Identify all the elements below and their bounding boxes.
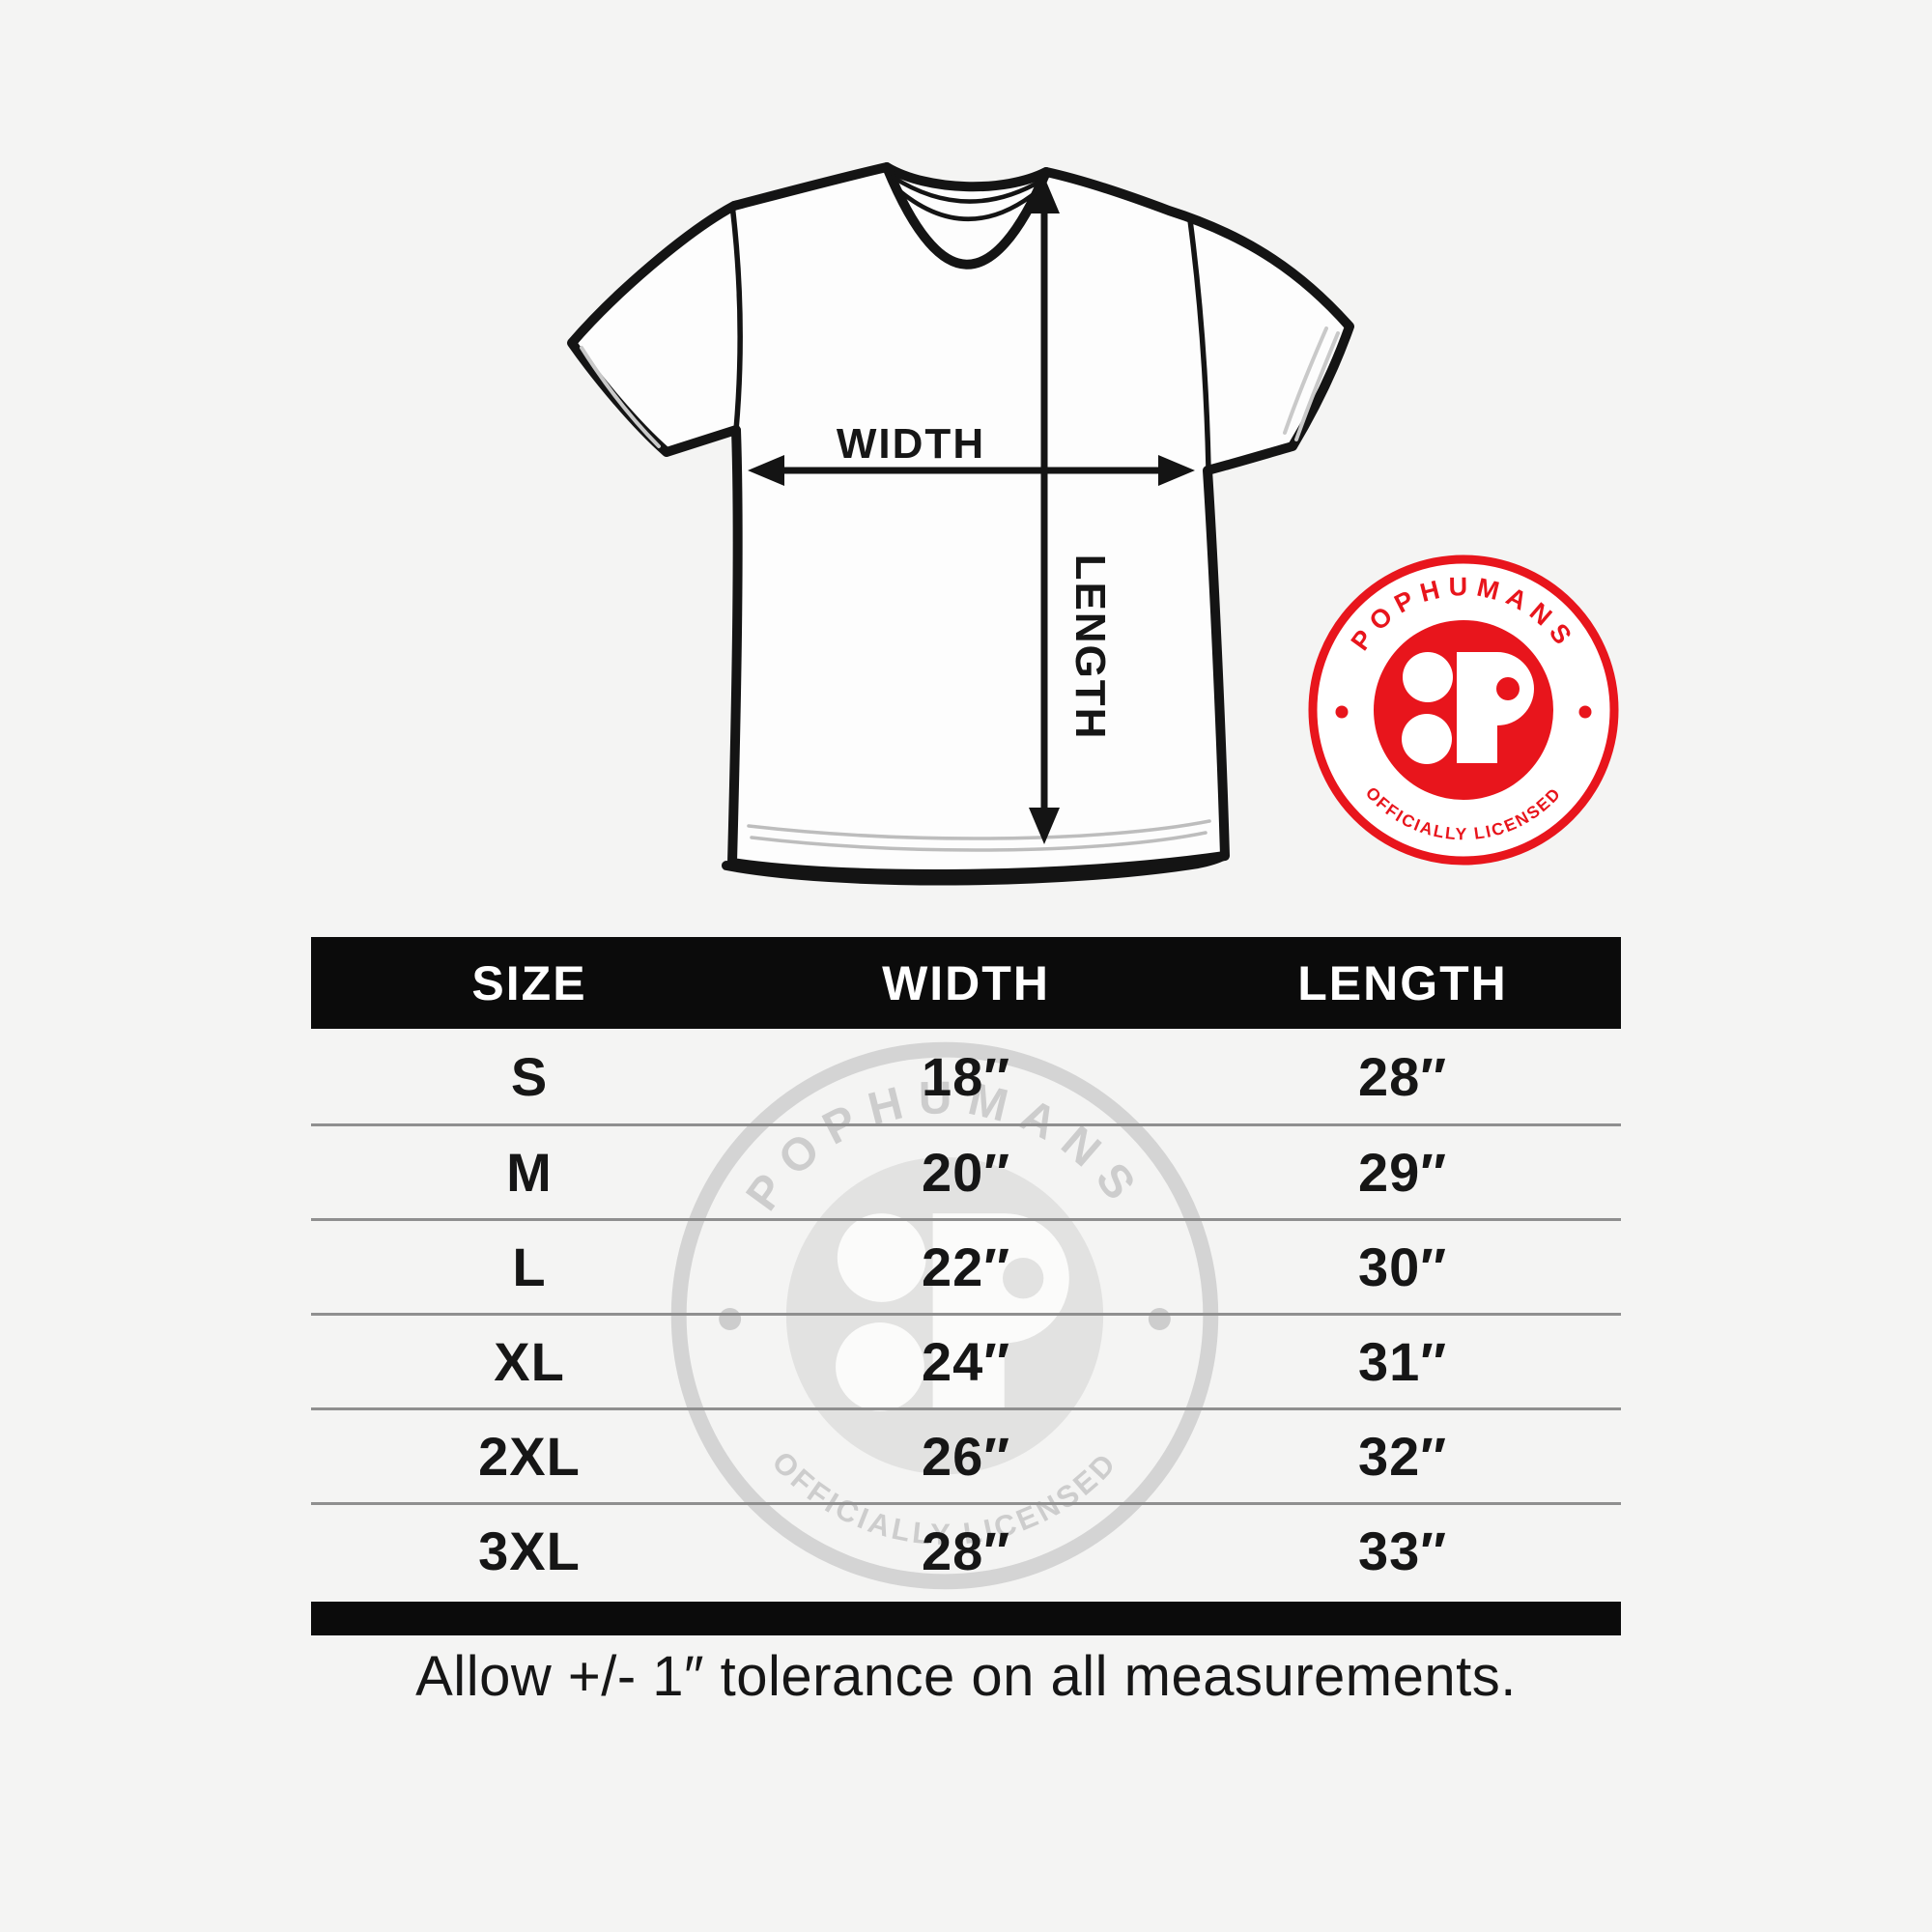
left-armhole-seam — [729, 202, 743, 433]
collar-outer-arc — [882, 162, 1051, 270]
length-cell: 28″ — [1357, 1045, 1448, 1107]
size-chart-table: SIZE WIDTH LENGTH S 18″ 28″ M 20″ 29″ L … — [311, 937, 1621, 1597]
size-cell: XL — [494, 1331, 565, 1392]
length-cell: 31″ — [1357, 1331, 1448, 1392]
width-cell: 26″ — [921, 1426, 1011, 1487]
column-header-size: SIZE — [471, 955, 587, 1010]
table-row: L 22″ 30″ — [311, 1218, 1621, 1313]
length-cell: 29″ — [1357, 1142, 1448, 1203]
table-row: M 20″ 29″ — [311, 1123, 1621, 1218]
length-label: LENGTH — [1066, 554, 1114, 741]
width-cell: 20″ — [921, 1142, 1011, 1203]
length-measure-arrow — [1029, 177, 1060, 844]
column-header-width: WIDTH — [882, 955, 1050, 1010]
officially-licensed-badge: POPHUMANS OFFICIALLY LICENSED — [1308, 554, 1619, 866]
column-header-length: LENGTH — [1297, 955, 1508, 1010]
table-row: S 18″ 28″ — [311, 1029, 1621, 1123]
badge-monogram-counter — [1496, 677, 1520, 700]
size-cell: S — [510, 1045, 549, 1107]
tshirt-measurement-diagram: WIDTH LENGTH — [567, 162, 1354, 886]
badge-right-dot — [1578, 705, 1592, 719]
tshirt-outline — [567, 162, 1354, 879]
badge-left-dot — [1335, 705, 1349, 719]
table-bottom-bar — [311, 1602, 1621, 1635]
watermark-badge: POPHUMANS OFFICIALLY LICENSED — [670, 1041, 1219, 1590]
right-armhole-seam — [1187, 217, 1211, 471]
length-cell: 32″ — [1357, 1426, 1448, 1487]
width-measure-arrow — [748, 455, 1195, 486]
hem-stitch-line-1 — [747, 819, 1211, 840]
length-cell: 33″ — [1357, 1520, 1448, 1581]
table-row: 3XL 28″ 33″ — [311, 1502, 1621, 1597]
watermark-outer-ring — [670, 1041, 1219, 1590]
left-cuff-shading — [580, 346, 661, 448]
table-header-row: SIZE WIDTH LENGTH — [311, 937, 1621, 1029]
width-cell: 28″ — [921, 1520, 1011, 1581]
size-cell: 2XL — [478, 1426, 581, 1487]
watermark-colon-icon — [836, 1213, 926, 1411]
size-cell: L — [512, 1236, 547, 1297]
tolerance-note: Allow +/- 1″ tolerance on all measuremen… — [415, 1645, 1517, 1708]
collar-rib-line-2 — [893, 185, 1041, 221]
length-cell: 30″ — [1357, 1236, 1448, 1297]
badge-colon-icon — [1402, 652, 1453, 764]
right-cuff-shading-2 — [1283, 327, 1328, 435]
width-cell: 22″ — [921, 1236, 1011, 1297]
watermark-monogram-counter — [1003, 1258, 1044, 1299]
width-cell: 18″ — [921, 1045, 1011, 1107]
right-cuff-shading — [1294, 331, 1340, 441]
table-row: XL 24″ 31″ — [311, 1313, 1621, 1407]
size-cell: M — [506, 1142, 553, 1203]
collar-rib-line-1 — [890, 174, 1044, 204]
width-cell: 24″ — [921, 1331, 1011, 1392]
hem-fold-line — [722, 851, 1228, 886]
hem-stitch-line-2 — [750, 831, 1208, 852]
size-cell: 3XL — [478, 1520, 581, 1581]
table-row: 2XL 26″ 32″ — [311, 1407, 1621, 1502]
width-label: WIDTH — [837, 420, 985, 468]
